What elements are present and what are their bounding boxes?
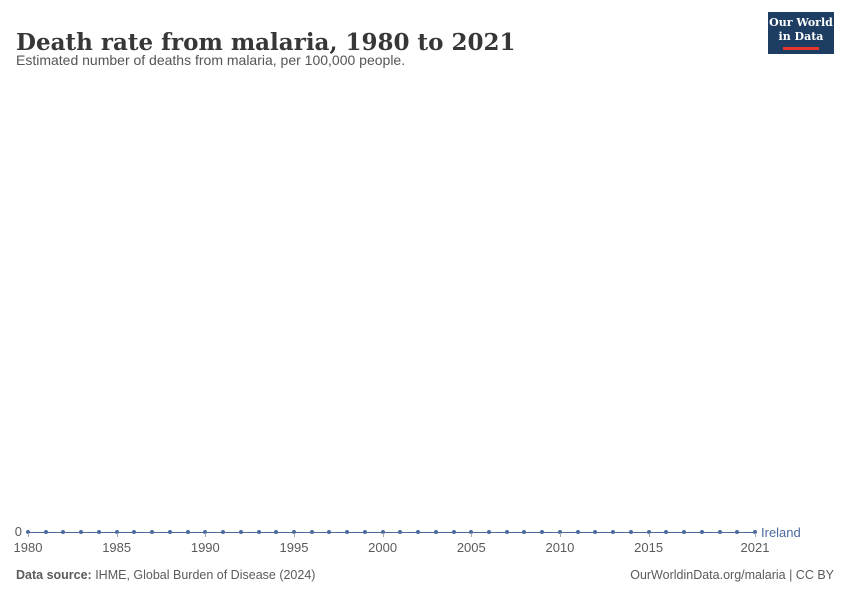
page-title: Death rate from malaria, 1980 to 2021 (16, 29, 516, 57)
data-point-dot[interactable] (185, 530, 190, 534)
x-axis-tickmark (205, 533, 207, 537)
data-point-dot[interactable] (575, 530, 580, 534)
data-point-dot[interactable] (132, 530, 137, 534)
x-tick-label: 1990 (190, 540, 220, 555)
data-source-note: Data source: IHME, Global Burden of Dise… (16, 568, 315, 582)
data-point-dot[interactable] (593, 530, 598, 534)
data-point-dot[interactable] (26, 530, 30, 534)
x-axis-tickmark (28, 533, 29, 537)
data-point-dot[interactable] (664, 530, 669, 534)
x-tick-label: 1985 (102, 540, 132, 555)
data-point-dot[interactable] (79, 530, 84, 534)
data-point-dot[interactable] (628, 530, 633, 534)
data-point-dot[interactable] (753, 530, 757, 534)
x-tick-label: 1980 (13, 540, 43, 555)
data-point-dot[interactable] (291, 530, 296, 534)
data-point-dot[interactable] (522, 530, 527, 534)
data-point-dot[interactable] (398, 530, 403, 534)
data-point-dot[interactable] (682, 530, 687, 534)
x-axis-tickmark (755, 533, 756, 537)
x-axis-tickmark (382, 533, 384, 537)
owid-logo[interactable]: Our World in Data (768, 12, 834, 54)
data-point-dot[interactable] (717, 530, 722, 534)
x-axis-tickmark (648, 533, 650, 537)
x-axis: 1980 1985 1990 1995 2000 2005 2010 2015 2021 (14, 533, 769, 557)
data-point-dot[interactable] (274, 530, 279, 534)
data-point-dot[interactable] (327, 530, 332, 534)
data-point-dot[interactable] (699, 530, 704, 534)
data-point-dot[interactable] (557, 530, 562, 534)
data-source-text: IHME, Global Burden of Disease (2024) (91, 568, 316, 582)
data-point-dot[interactable] (451, 530, 456, 534)
x-axis-tickmark (471, 533, 473, 537)
x-tick-label: 1995 (279, 540, 309, 555)
data-point-dot[interactable] (380, 530, 385, 534)
data-point-dot[interactable] (150, 530, 155, 534)
x-axis-tickmark (559, 533, 561, 537)
data-point-dot[interactable] (540, 530, 545, 534)
x-axis-tickmark (293, 533, 295, 537)
data-point-dot[interactable] (416, 530, 421, 534)
data-point-dot[interactable] (221, 530, 226, 534)
data-point-dot[interactable] (504, 530, 509, 534)
data-point-dot[interactable] (611, 530, 616, 534)
data-point-dot[interactable] (487, 530, 492, 534)
data-point-dot[interactable] (256, 530, 261, 534)
chart-footer: Data source: IHME, Global Burden of Dise… (16, 568, 834, 582)
data-point-dot[interactable] (61, 530, 66, 534)
data-point-dot[interactable] (238, 530, 243, 534)
x-axis-tickmark (116, 533, 118, 537)
series-line (28, 532, 755, 533)
owid-logo-line1: Our World (769, 15, 833, 29)
data-source-label: Data source: (16, 568, 92, 582)
x-tick-label: 2010 (545, 540, 575, 555)
data-point-dot[interactable] (469, 530, 474, 534)
x-tick-label: 2005 (456, 540, 486, 555)
x-tick-label: 2021 (740, 540, 770, 555)
owid-logo-line2: in Data (778, 30, 824, 43)
data-point-dot[interactable] (167, 530, 172, 534)
data-point-dot[interactable] (43, 530, 48, 534)
data-point-dot[interactable] (114, 530, 119, 534)
data-point-dot[interactable] (362, 530, 367, 534)
owid-logo-accent-bar (783, 47, 819, 51)
data-point-dot[interactable] (433, 530, 438, 534)
x-tick-label: 2000 (368, 540, 398, 555)
chart-subtitle: Estimated number of deaths from malaria,… (16, 52, 406, 68)
data-point-dot[interactable] (345, 530, 350, 534)
x-tick-label: 2015 (634, 540, 664, 555)
data-point-dot[interactable] (203, 530, 208, 534)
data-point-dot[interactable] (96, 530, 101, 534)
data-point-dot[interactable] (735, 530, 740, 534)
y-axis-zero-label: 0 (14, 524, 22, 539)
series-label-ireland[interactable]: Ireland (761, 525, 801, 540)
data-point-dot[interactable] (646, 530, 651, 534)
data-point-dot[interactable] (309, 530, 314, 534)
citation-link[interactable]: OurWorldinData.org/malaria | CC BY (630, 568, 834, 582)
